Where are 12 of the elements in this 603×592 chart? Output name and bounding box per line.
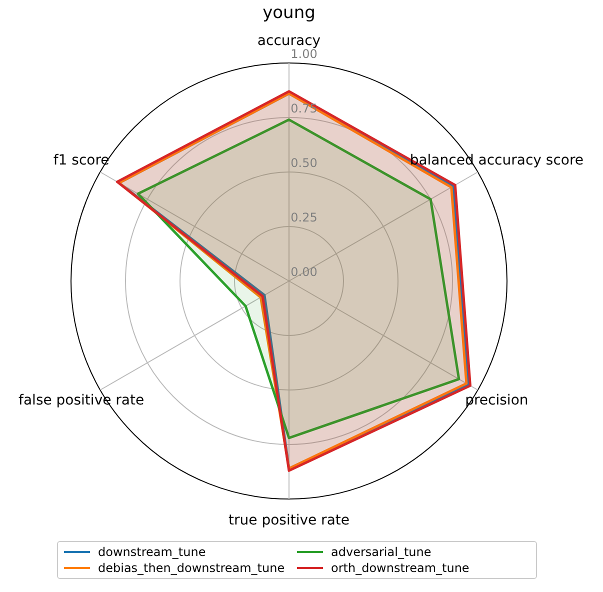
y-tick-label: 1.00 bbox=[290, 47, 318, 62]
y-tick-label: 0.00 bbox=[290, 265, 318, 280]
legend-label: adversarial_tune bbox=[331, 545, 432, 559]
y-tick-label: 0.50 bbox=[290, 156, 318, 170]
legend-label: debias_then_downstream_tune bbox=[98, 561, 285, 575]
legend-label: orth_downstream_tune bbox=[331, 561, 470, 575]
spoke-label: true positive rate bbox=[228, 512, 350, 528]
legend-label: downstream_tune bbox=[98, 545, 206, 559]
y-tick-label: 0.75 bbox=[290, 102, 318, 116]
y-tick-label: 0.25 bbox=[290, 210, 318, 225]
chart-title: young bbox=[262, 3, 316, 23]
spoke-label: accuracy bbox=[257, 32, 321, 49]
